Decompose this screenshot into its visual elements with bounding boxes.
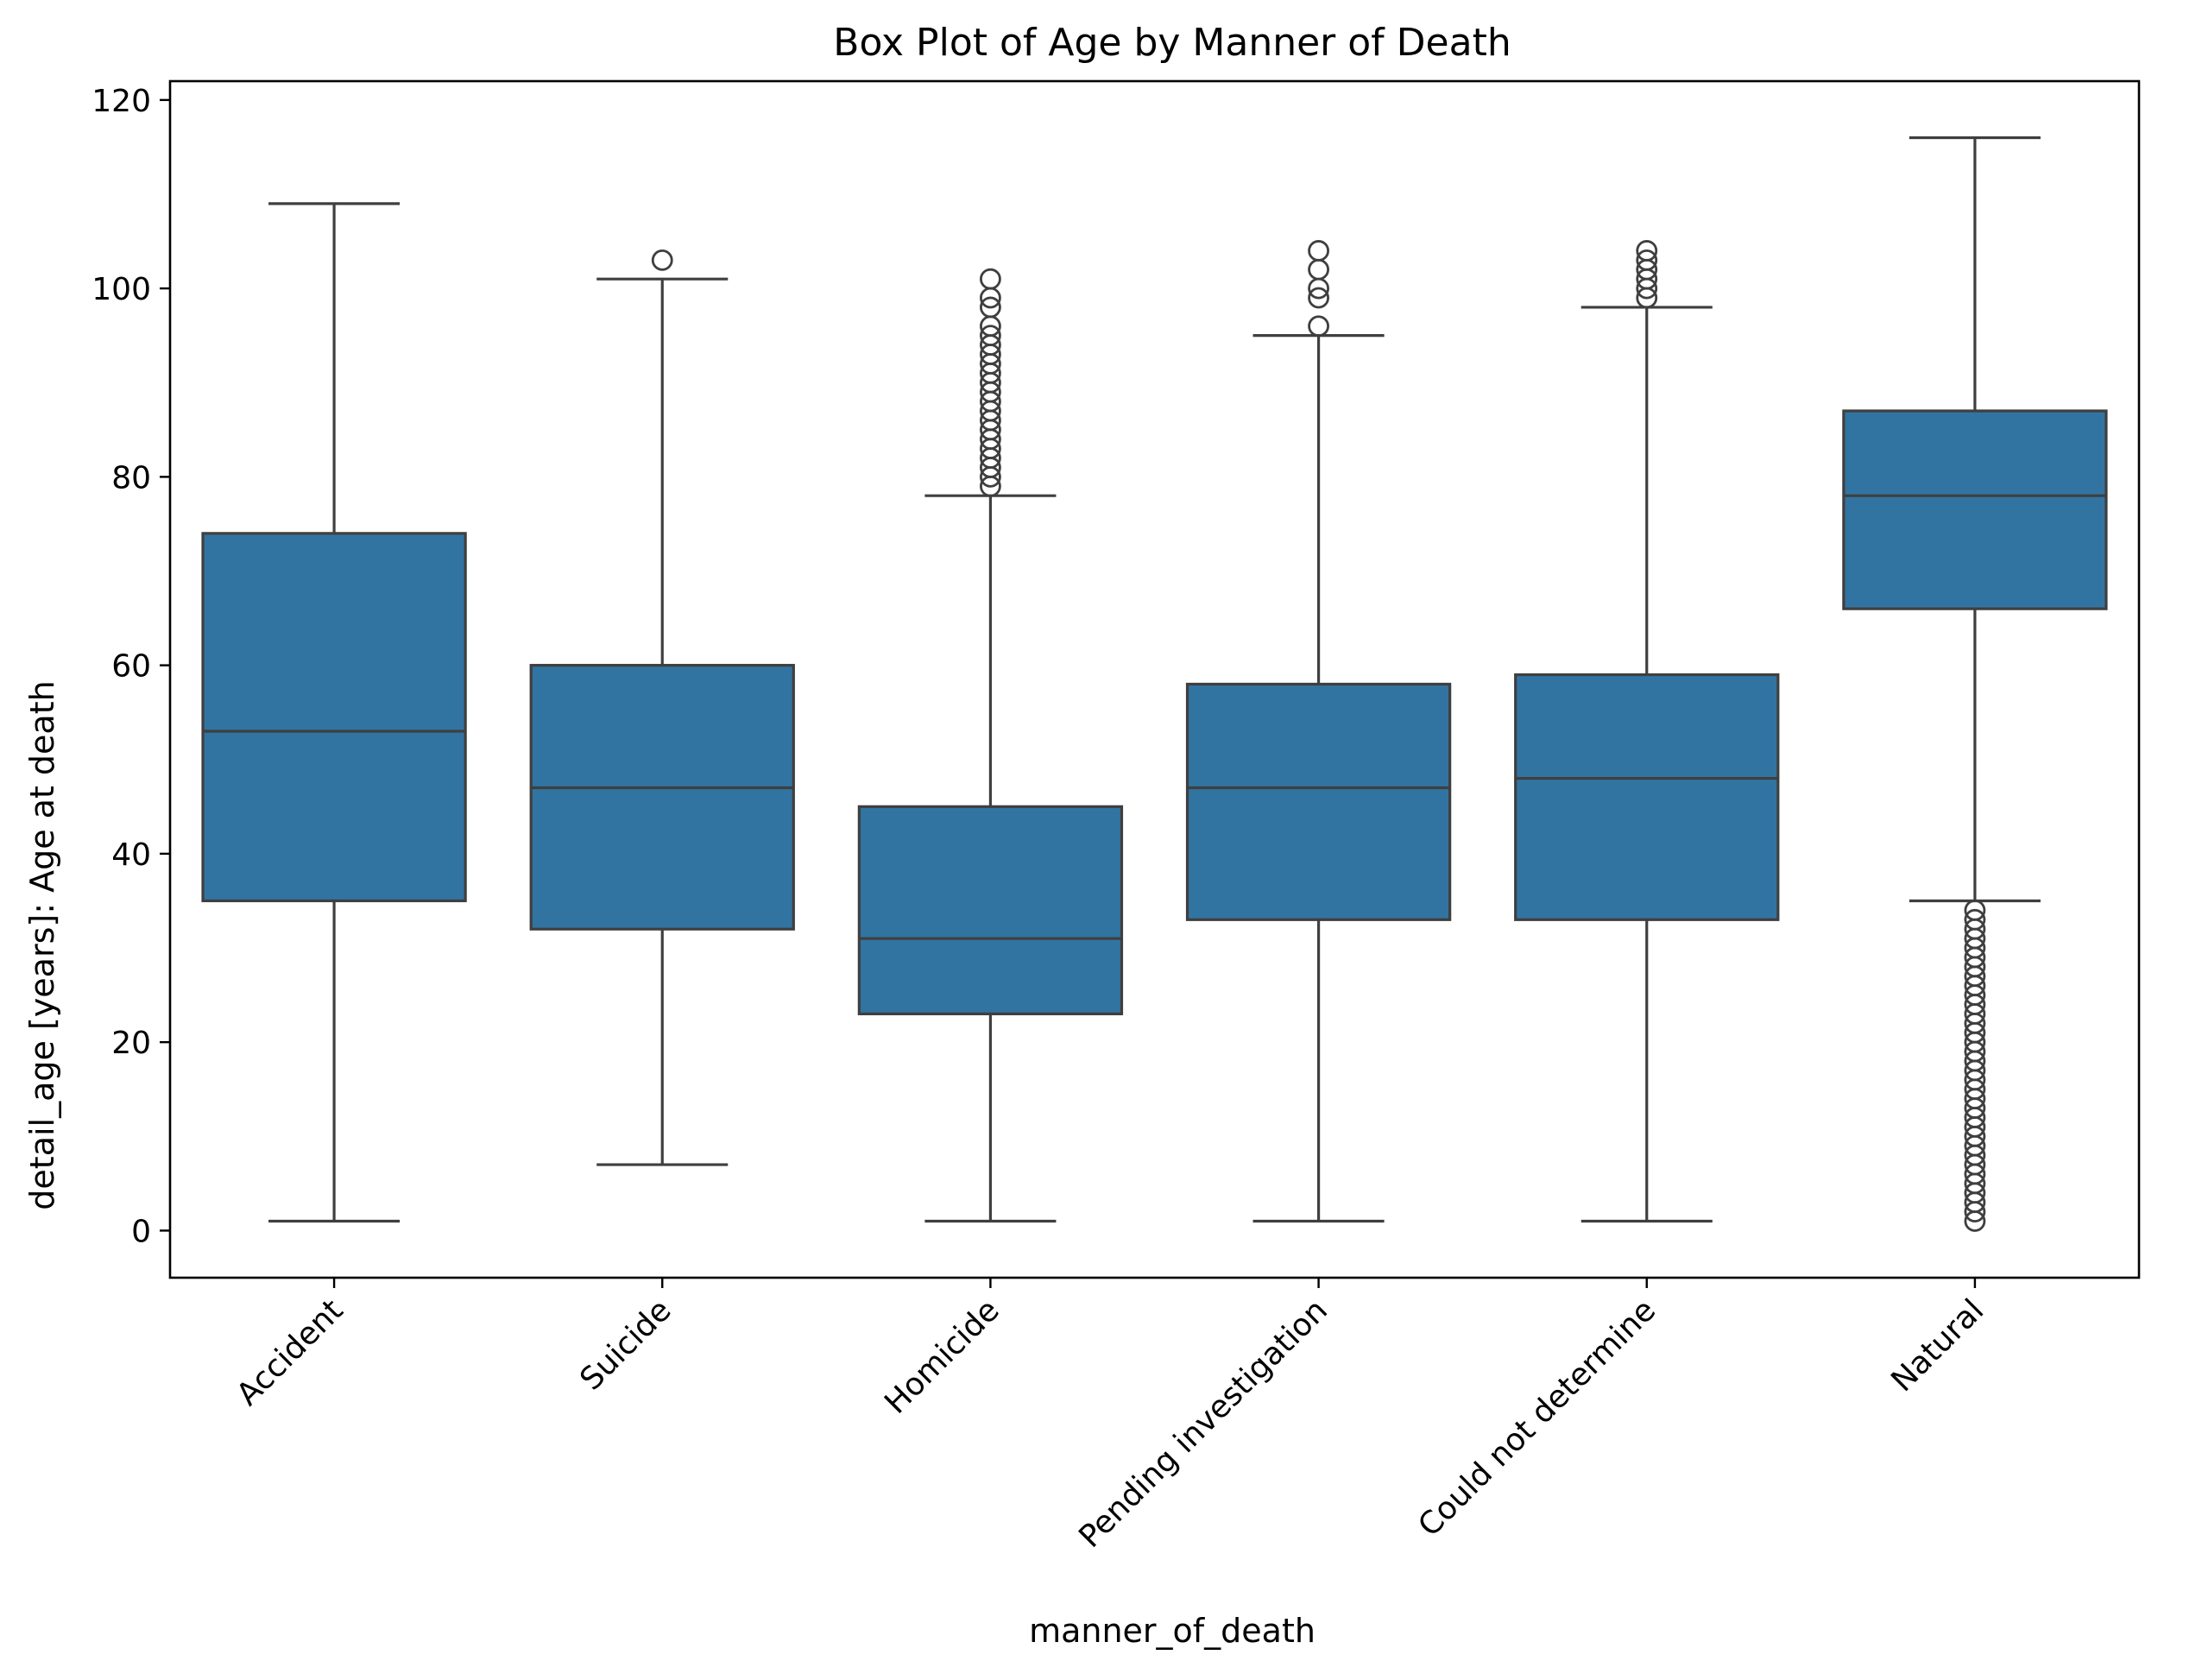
chart-title: Box Plot of Age by Manner of Death — [833, 21, 1511, 65]
y-axis-label: detail_age [years]: Age at death — [23, 680, 61, 1209]
outlier-point — [1308, 287, 1329, 309]
plot-layer — [201, 136, 2108, 1232]
box-group-pending-investigation — [1185, 240, 1452, 1223]
box-group-homicide — [857, 268, 1124, 1223]
y-tick-label: 0 — [131, 1214, 151, 1249]
outlier-point — [1964, 908, 1986, 931]
box-iqr — [1514, 673, 1780, 921]
y-tick-label: 100 — [91, 272, 151, 307]
box-iqr — [201, 532, 467, 903]
y-tick-label: 60 — [111, 649, 151, 685]
outlier-point — [1308, 240, 1329, 262]
outlier-point — [1636, 249, 1658, 271]
box-group-accident — [201, 202, 467, 1223]
y-tick-label: 20 — [111, 1026, 151, 1061]
y-tick-label: 120 — [91, 84, 151, 119]
outlier-point — [1636, 240, 1658, 262]
y-tick-label: 80 — [111, 460, 151, 496]
x-axis-label: manner_of_death — [1029, 1612, 1316, 1650]
outlier-point — [1964, 899, 1986, 921]
box-iqr — [1842, 409, 2108, 610]
outlier-point — [1308, 315, 1329, 338]
outlier-point — [980, 325, 1001, 347]
box-group-could-not-determine — [1514, 240, 1780, 1223]
box-iqr — [857, 805, 1124, 1016]
box-iqr — [529, 664, 795, 931]
plot-frame — [168, 79, 2141, 1279]
outlier-point — [980, 268, 1001, 290]
box-iqr — [1185, 682, 1452, 921]
y-tick-label: 40 — [111, 837, 151, 873]
outlier-point — [651, 249, 673, 271]
outlier-point — [980, 296, 1001, 319]
box-group-suicide — [529, 249, 795, 1166]
box-group-natural — [1842, 136, 2108, 1232]
